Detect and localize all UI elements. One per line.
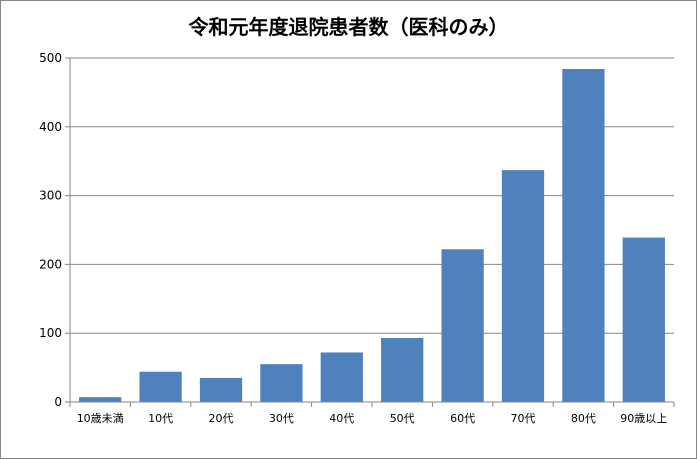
y-tick-label: 300	[39, 189, 62, 203]
bar-30代	[260, 364, 303, 402]
x-tick-label: 30代	[269, 412, 294, 425]
x-tick-label: 10歳未満	[77, 412, 124, 425]
x-tick-label: 70代	[511, 412, 536, 425]
bar-10歳未満	[79, 397, 122, 402]
bar-10代	[139, 371, 182, 402]
chart-title: 令和元年度退院患者数（医科のみ）	[188, 15, 509, 39]
x-axis: 10歳未満 10代 20代 30代 40代 50代 60代 70代 80代 90歳以上	[69, 401, 675, 425]
y-tick-label: 100	[39, 326, 62, 340]
x-tick-label: 60代	[450, 412, 475, 425]
bar-70代	[501, 170, 545, 402]
x-tick-label: 90歳以上	[620, 412, 667, 425]
bar-50代	[381, 338, 424, 402]
y-tick-label: 400	[39, 120, 62, 134]
bar-80代	[562, 69, 605, 403]
bar-40代	[320, 352, 363, 402]
x-tick-label: 50代	[390, 412, 415, 425]
x-tick-label: 20代	[209, 412, 234, 425]
bars	[79, 69, 665, 403]
y-tick-label: 500	[39, 51, 62, 65]
y-tick-label: 0	[54, 395, 62, 409]
x-tick-label: 10代	[148, 412, 173, 425]
bar-90歳以上	[622, 237, 665, 402]
y-axis: 0 100 200 300 400 500	[39, 51, 71, 409]
x-tick-label: 80代	[571, 412, 596, 425]
y-tick-label: 200	[39, 257, 62, 271]
bar-20代	[199, 377, 243, 402]
bar-60代	[441, 249, 484, 402]
x-tick-label: 40代	[329, 412, 354, 425]
